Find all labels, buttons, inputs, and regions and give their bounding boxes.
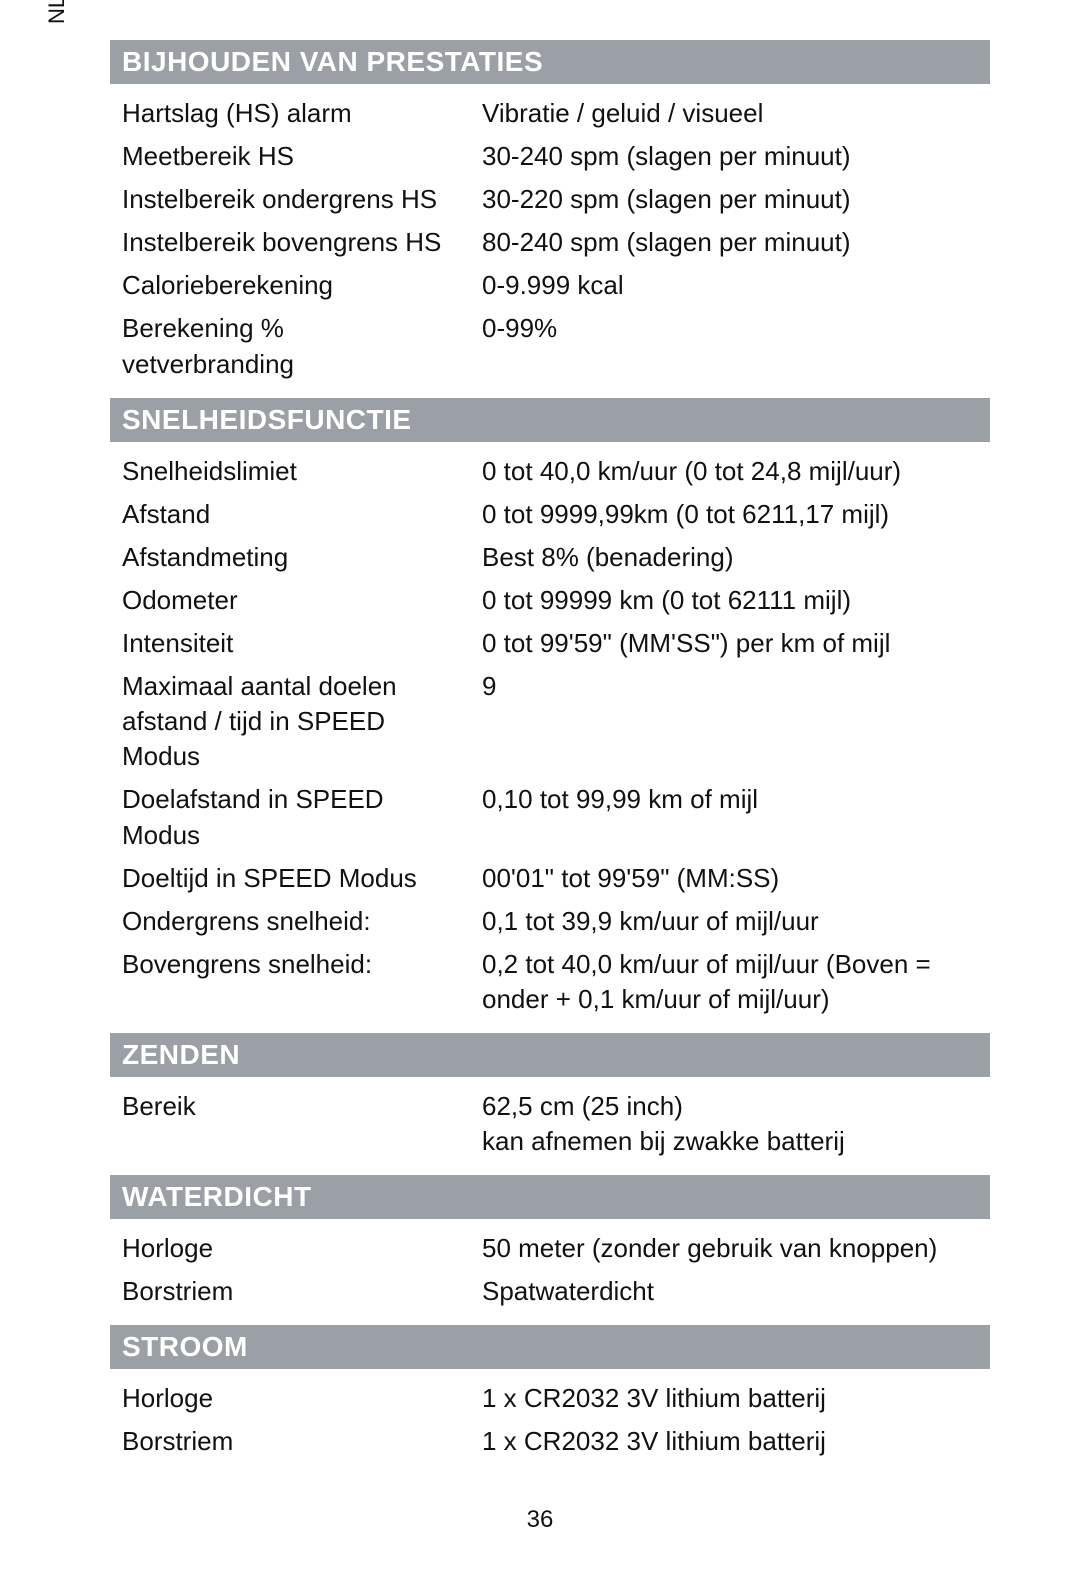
spec-row: Maximaal aantal doelen afstand / tijd in… (110, 667, 990, 780)
spec-row: Borstriem Spatwaterdicht (110, 1272, 990, 1315)
spec-label: Hartslag (HS) alarm (122, 96, 482, 131)
spec-row: Hartslag (HS) alarm Vibratie / geluid / … (110, 94, 990, 137)
page-number: 36 (90, 1506, 990, 1534)
spec-row: Afstand 0 tot 9999,99km (0 tot 6211,17 m… (110, 495, 990, 538)
spec-value: 0 tot 99999 km (0 tot 62111 mijl) (482, 583, 978, 618)
page: NL BIJHOUDEN VAN PRESTATIES Hartslag (HS… (0, 0, 1080, 1574)
spec-label: Afstandmeting (122, 540, 482, 575)
language-side-label: NL (44, 0, 70, 24)
spec-label: Doeltijd in SPEED Modus (122, 861, 482, 896)
spec-row: Doelafstand in SPEED Modus 0,10 tot 99,9… (110, 780, 990, 858)
spec-label: Ondergrens snelheid: (122, 904, 482, 939)
spec-row: Intensiteit 0 tot 99'59" (MM'SS") per km… (110, 624, 990, 667)
spec-value: 0 tot 99'59" (MM'SS") per km of mijl (482, 626, 978, 661)
spec-row: Ondergrens snelheid: 0,1 tot 39,9 km/uur… (110, 902, 990, 945)
section-header-snelheid: SNELHEIDSFUNCTIE (110, 398, 990, 442)
spec-value: 1 x CR2032 3V lithium batterij (482, 1381, 978, 1416)
spec-row: Doeltijd in SPEED Modus 00'01" tot 99'59… (110, 859, 990, 902)
spec-label: Meetbereik HS (122, 139, 482, 174)
spec-value: 30-240 spm (slagen per minuut) (482, 139, 978, 174)
spec-value: 0,1 tot 39,9 km/uur of mijl/uur (482, 904, 978, 939)
spec-value: 0-99% (482, 311, 978, 381)
spec-value: Best 8% (benadering) (482, 540, 978, 575)
spec-value: 0 tot 9999,99km (0 tot 6211,17 mijl) (482, 497, 978, 532)
spec-label: Afstand (122, 497, 482, 532)
section-header-prestaties: BIJHOUDEN VAN PRESTATIES (110, 40, 990, 84)
spec-value: 0,10 tot 99,99 km of mijl (482, 782, 978, 852)
section-header-stroom: STROOM (110, 1325, 990, 1369)
spec-label: Doelafstand in SPEED Modus (122, 782, 482, 852)
spec-row: Berekening % vetverbranding 0-99% (110, 309, 990, 387)
section-header-zenden: ZENDEN (110, 1033, 990, 1077)
spec-row: Bereik 62,5 cm (25 inch) kan afnemen bij… (110, 1087, 990, 1165)
spec-label: Maximaal aantal doelen afstand / tijd in… (122, 669, 482, 774)
spec-label: Horloge (122, 1381, 482, 1416)
spec-row: Instelbereik bovengrens HS 80-240 spm (s… (110, 223, 990, 266)
spec-label: Bereik (122, 1089, 482, 1159)
content: BIJHOUDEN VAN PRESTATIES Hartslag (HS) a… (110, 40, 990, 1466)
spec-row: Afstandmeting Best 8% (benadering) (110, 538, 990, 581)
spec-row: Odometer 0 tot 99999 km (0 tot 62111 mij… (110, 581, 990, 624)
spec-value: Spatwaterdicht (482, 1274, 978, 1309)
spec-label: Berekening % vetverbranding (122, 311, 482, 381)
spec-row: Horloge 1 x CR2032 3V lithium batterij (110, 1379, 990, 1422)
spec-label: Bovengrens snelheid: (122, 947, 482, 1017)
spec-row: Snelheidslimiet 0 tot 40,0 km/uur (0 tot… (110, 452, 990, 495)
spec-value: 30-220 spm (slagen per minuut) (482, 182, 978, 217)
spec-label: Instelbereik ondergrens HS (122, 182, 482, 217)
spec-row: Calorieberekening 0-9.999 kcal (110, 266, 990, 309)
spec-label: Snelheidslimiet (122, 454, 482, 489)
spec-value: 0,2 tot 40,0 km/uur of mijl/uur (Boven =… (482, 947, 978, 1017)
spec-value: 0-9.999 kcal (482, 268, 978, 303)
spec-row: Instelbereik ondergrens HS 30-220 spm (s… (110, 180, 990, 223)
spec-value: 80-240 spm (slagen per minuut) (482, 225, 978, 260)
spec-label: Intensiteit (122, 626, 482, 661)
spec-row: Borstriem 1 x CR2032 3V lithium batterij (110, 1422, 990, 1465)
spec-value: 9 (482, 669, 978, 774)
spec-value: 00'01" tot 99'59" (MM:SS) (482, 861, 978, 896)
spec-label: Borstriem (122, 1274, 482, 1309)
spec-label: Calorieberekening (122, 268, 482, 303)
spec-value: Vibratie / geluid / visueel (482, 96, 978, 131)
spec-label: Odometer (122, 583, 482, 618)
spec-row: Bovengrens snelheid: 0,2 tot 40,0 km/uur… (110, 945, 990, 1023)
spec-value: 1 x CR2032 3V lithium batterij (482, 1424, 978, 1459)
section-header-waterdicht: WATERDICHT (110, 1175, 990, 1219)
spec-label: Borstriem (122, 1424, 482, 1459)
spec-label: Instelbereik bovengrens HS (122, 225, 482, 260)
spec-value: 50 meter (zonder gebruik van knoppen) (482, 1231, 978, 1266)
spec-label: Horloge (122, 1231, 482, 1266)
spec-row: Horloge 50 meter (zonder gebruik van kno… (110, 1229, 990, 1272)
spec-value: 62,5 cm (25 inch) kan afnemen bij zwakke… (482, 1089, 978, 1159)
spec-row: Meetbereik HS 30-240 spm (slagen per min… (110, 137, 990, 180)
spec-value: 0 tot 40,0 km/uur (0 tot 24,8 mijl/uur) (482, 454, 978, 489)
